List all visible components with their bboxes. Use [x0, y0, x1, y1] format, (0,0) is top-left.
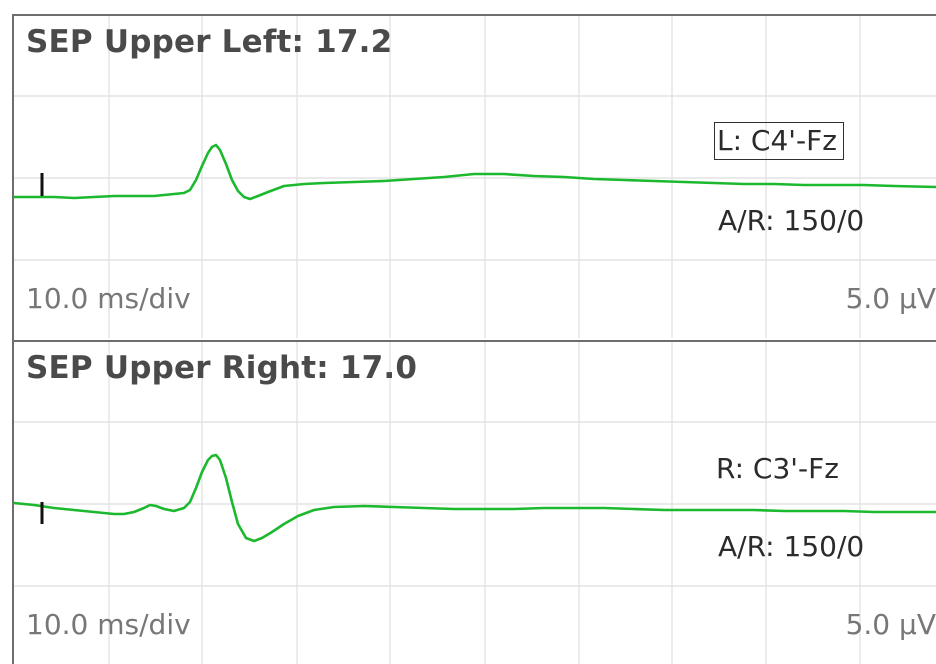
waveform-grid-upper-right — [14, 342, 936, 664]
waveform-trace-upper-left — [14, 143, 936, 201]
time-scale-label: 10.0 ms/div — [26, 608, 191, 641]
waveform-trace-upper-right — [14, 453, 936, 543]
amplitude-scale-label: 5.0 µV — [845, 608, 936, 641]
waveform-grid-upper-left — [14, 16, 936, 338]
waveform-panel-upper-right[interactable]: SEP Upper Right: 17.0 R: C3'-Fz A/R: 150… — [12, 340, 936, 664]
panel-title: SEP Upper Right: 17.0 — [26, 350, 418, 386]
artifact-reject-label: A/R: 150/0 — [718, 204, 865, 237]
amplitude-scale-label: 5.0 µV — [845, 282, 936, 315]
montage-label: R: C3'-Fz — [716, 452, 839, 485]
montage-label: L: C4'-Fz — [714, 122, 844, 160]
panel-title: SEP Upper Left: 17.2 — [26, 24, 393, 60]
waveform-panel-upper-left[interactable]: SEP Upper Left: 17.2 L: C4'-Fz A/R: 150/… — [12, 14, 936, 340]
artifact-reject-label: A/R: 150/0 — [718, 530, 865, 563]
time-scale-label: 10.0 ms/div — [26, 282, 191, 315]
